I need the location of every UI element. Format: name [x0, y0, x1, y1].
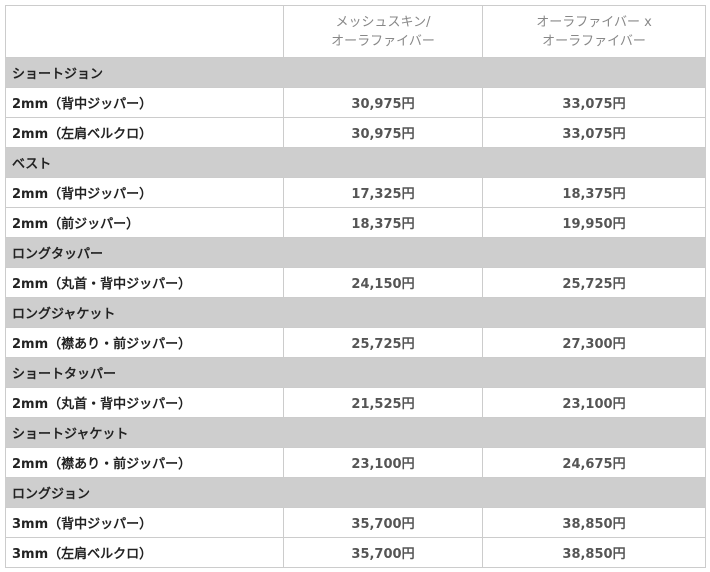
group-heading: ロングタッパー — [5, 237, 706, 268]
price-mesh-skin: 23,100円 — [283, 447, 483, 478]
group-heading: ロングジョン — [5, 477, 706, 508]
group-heading: ショートジョン — [5, 57, 706, 88]
price-aura-fiber: 18,375円 — [482, 177, 706, 208]
price-aura-fiber: 38,850円 — [482, 507, 706, 538]
table-row: 2mm（背中ジッパー） 17,325円 18,375円 — [5, 177, 706, 208]
table-row: 2mm（襟あり・前ジッパー） 25,725円 27,300円 — [5, 327, 706, 358]
table-row: 2mm（背中ジッパー） 30,975円 33,075円 — [5, 87, 706, 118]
price-table-container: メッシュスキン/ オーラファイバー オーラファイバー x オーラファイバー ショ… — [5, 5, 706, 568]
header-mesh-skin-line2: オーラファイバー — [331, 33, 435, 49]
item-label: 3mm（左肩ベルクロ） — [5, 537, 284, 568]
price-aura-fiber: 33,075円 — [482, 117, 706, 148]
item-label: 2mm（左肩ベルクロ） — [5, 117, 284, 148]
price-aura-fiber: 25,725円 — [482, 267, 706, 298]
price-aura-fiber: 27,300円 — [482, 327, 706, 358]
price-mesh-skin: 35,700円 — [283, 507, 483, 538]
header-aura-fiber: オーラファイバー x オーラファイバー — [482, 5, 706, 58]
group-row: ショートジャケット — [5, 417, 706, 448]
group-row: ベスト — [5, 147, 706, 178]
price-aura-fiber: 24,675円 — [482, 447, 706, 478]
table-row: 2mm（前ジッパー） 18,375円 19,950円 — [5, 207, 706, 238]
group-heading: ロングジャケット — [5, 297, 706, 328]
group-row: ショートジョン — [5, 57, 706, 88]
table-header: メッシュスキン/ オーラファイバー オーラファイバー x オーラファイバー — [5, 5, 706, 58]
price-mesh-skin: 30,975円 — [283, 117, 483, 148]
item-label: 2mm（襟あり・前ジッパー） — [5, 327, 284, 358]
item-label: 2mm（丸首・背中ジッパー） — [5, 387, 284, 418]
item-label: 2mm（襟あり・前ジッパー） — [5, 447, 284, 478]
price-mesh-skin: 17,325円 — [283, 177, 483, 208]
table-row: 3mm（左肩ベルクロ） 35,700円 38,850円 — [5, 537, 706, 568]
header-aura-fiber-line2: オーラファイバー — [542, 33, 646, 49]
header-mesh-skin-line1: メッシュスキン/ — [335, 14, 431, 30]
header-row: メッシュスキン/ オーラファイバー オーラファイバー x オーラファイバー — [5, 5, 706, 58]
header-empty-cell — [5, 5, 284, 58]
group-heading: ベスト — [5, 147, 706, 178]
header-aura-fiber-line1: オーラファイバー x — [536, 14, 652, 30]
price-mesh-skin: 24,150円 — [283, 267, 483, 298]
table-row: 3mm（背中ジッパー） 35,700円 38,850円 — [5, 507, 706, 538]
price-aura-fiber: 19,950円 — [482, 207, 706, 238]
header-mesh-skin: メッシュスキン/ オーラファイバー — [283, 5, 483, 58]
table-body: ショートジョン 2mm（背中ジッパー） 30,975円 33,075円 2mm（左肩ベル… — [5, 57, 706, 568]
table-row: 2mm（丸首・背中ジッパー） 21,525円 23,100円 — [5, 387, 706, 418]
price-aura-fiber: 33,075円 — [482, 87, 706, 118]
item-label: 2mm（背中ジッパー） — [5, 87, 284, 118]
group-row: ロングジャケット — [5, 297, 706, 328]
item-label: 2mm（背中ジッパー） — [5, 177, 284, 208]
price-aura-fiber: 23,100円 — [482, 387, 706, 418]
price-mesh-skin: 35,700円 — [283, 537, 483, 568]
group-heading: ショートタッパー — [5, 357, 706, 388]
group-heading: ショートジャケット — [5, 417, 706, 448]
price-table: メッシュスキン/ オーラファイバー オーラファイバー x オーラファイバー ショ… — [5, 5, 706, 568]
item-label: 2mm（前ジッパー） — [5, 207, 284, 238]
price-mesh-skin: 25,725円 — [283, 327, 483, 358]
group-row: ショートタッパー — [5, 357, 706, 388]
table-row: 2mm（左肩ベルクロ） 30,975円 33,075円 — [5, 117, 706, 148]
table-row: 2mm（襟あり・前ジッパー） 23,100円 24,675円 — [5, 447, 706, 478]
price-mesh-skin: 18,375円 — [283, 207, 483, 238]
price-mesh-skin: 30,975円 — [283, 87, 483, 118]
group-row: ロングジョン — [5, 477, 706, 508]
group-row: ロングタッパー — [5, 237, 706, 268]
price-mesh-skin: 21,525円 — [283, 387, 483, 418]
price-aura-fiber: 38,850円 — [482, 537, 706, 568]
table-row: 2mm（丸首・背中ジッパー） 24,150円 25,725円 — [5, 267, 706, 298]
item-label: 2mm（丸首・背中ジッパー） — [5, 267, 284, 298]
item-label: 3mm（背中ジッパー） — [5, 507, 284, 538]
